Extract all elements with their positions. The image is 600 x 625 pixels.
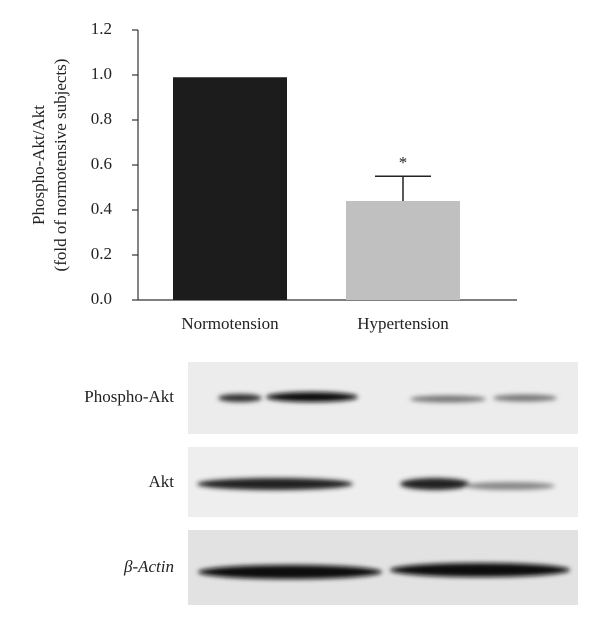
- y-axis-label: Phospho-Akt/Akt (fold of normotensive su…: [29, 59, 70, 272]
- bar: [346, 201, 460, 300]
- y-tick-label: 1.0: [91, 64, 112, 83]
- y-tick-label: 0.2: [91, 244, 112, 263]
- error-bar: [375, 175, 431, 201]
- blot-label: Akt: [149, 472, 175, 491]
- bar: [173, 77, 287, 300]
- y-tick-label: 0.6: [91, 154, 112, 173]
- y-tick-label: 0.0: [91, 289, 112, 308]
- annotation: *: [399, 153, 408, 172]
- blot-bands: [197, 478, 555, 490]
- y-tick-label: 1.2: [91, 19, 112, 38]
- y-label-line: Phospho-Akt/Akt: [29, 105, 48, 225]
- blot-bands: [218, 392, 557, 403]
- blot-label: Phospho-Akt: [84, 387, 174, 406]
- blot-label: β-Actin: [123, 557, 174, 576]
- x-tick-label: Normotension: [181, 314, 279, 333]
- blot-bands: [198, 563, 570, 579]
- y-tick-label: 0.8: [91, 109, 112, 128]
- x-tick-label: Hypertension: [357, 314, 449, 333]
- y-tick-label: 0.4: [91, 199, 113, 218]
- y-label-line: (fold of normotensive subjects): [51, 59, 70, 272]
